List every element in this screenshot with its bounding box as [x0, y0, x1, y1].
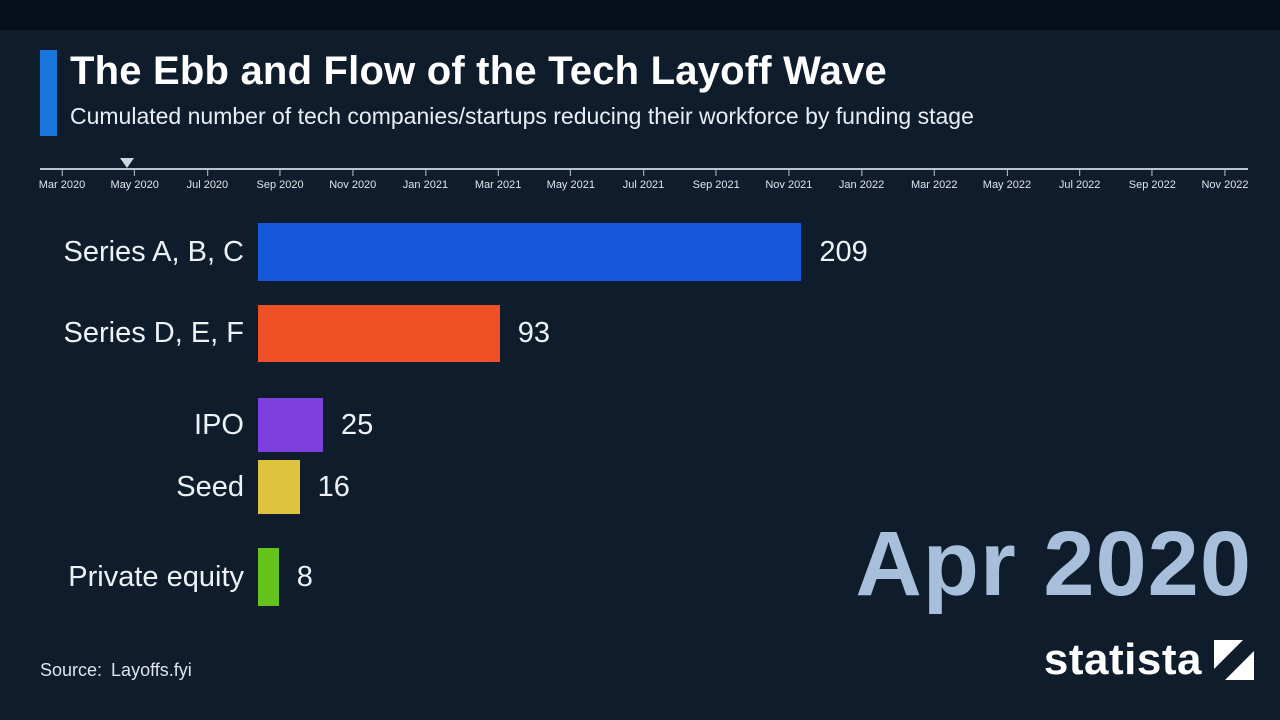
tick-label: Jul 2020: [186, 179, 229, 191]
tick-label: Mar 2021: [474, 179, 522, 191]
timeline-tick: Sep 2020: [257, 170, 304, 191]
tick-label: May 2020: [110, 179, 159, 191]
timeline-ticks: Mar 2020 May 2020 Jul 2020 Sep 2020 Nov 2020…: [39, 168, 1249, 210]
tick-label: Sep 2020: [256, 179, 304, 191]
tick-mark: [1079, 170, 1081, 176]
tick-mark: [570, 170, 572, 176]
timeline-tick: Nov 2021: [765, 170, 812, 191]
source-text: Source: Layoffs.fyi: [40, 660, 192, 681]
timeline-tick: Sep 2022: [1129, 170, 1176, 191]
tick-label: Jan 2022: [838, 179, 885, 191]
tick-label: Sep 2022: [1128, 179, 1176, 191]
timeline-tick: Nov 2020: [329, 170, 376, 191]
timeline-tick: May 2022: [983, 170, 1031, 191]
tick-label: Sep 2021: [692, 179, 740, 191]
tick-mark: [1224, 170, 1226, 176]
bar-value-label: 93: [517, 317, 551, 349]
tick-mark: [1006, 170, 1008, 176]
timeline-axis: Mar 2020 May 2020 Jul 2020 Sep 2020 Nov 2020…: [0, 158, 1280, 210]
tick-label: Jan 2021: [402, 179, 449, 191]
timeline-marker-icon[interactable]: [120, 158, 134, 168]
timeline-tick: Mar 2021: [475, 170, 521, 191]
tick-label: Nov 2020: [329, 179, 377, 191]
timeline-tick: Sep 2021: [693, 170, 740, 191]
tick-mark: [643, 170, 644, 176]
bar-value-label: 16: [317, 470, 350, 503]
tick-mark: [352, 170, 354, 176]
tick-mark: [1151, 170, 1153, 176]
timeline-tick: May 2020: [111, 170, 159, 191]
bar-category-label: Private equity: [68, 560, 244, 593]
bar-row: Seed 16: [0, 460, 350, 514]
bar-row: IPO 25: [0, 398, 373, 452]
bar-category-label: Series D, E, F: [63, 317, 245, 349]
timeline-tick: Jul 2020: [186, 170, 229, 191]
tick-label: Nov 2022: [1201, 179, 1249, 191]
period-label: Apr 2020: [855, 513, 1252, 615]
bar-value-label: 8: [296, 560, 313, 593]
timeline-tick: Nov 2022: [1201, 170, 1249, 191]
timeline-tick: Mar 2020: [39, 170, 85, 191]
chart-title: The Ebb and Flow of the Tech Layoff Wave: [70, 49, 887, 93]
tick-mark: [861, 170, 863, 176]
bar-category-label: Seed: [176, 470, 244, 503]
bar-row: Private equity 8: [0, 548, 313, 606]
statista-logo-icon: [1214, 640, 1254, 680]
timeline-tick: Jan 2022: [839, 170, 884, 191]
tick-mark: [497, 170, 499, 176]
tick-label: Mar 2022: [911, 179, 958, 191]
timeline-tick: Jan 2021: [403, 170, 448, 191]
bar-value-label: 25: [341, 408, 374, 441]
timeline-tick: Mar 2022: [911, 170, 957, 191]
tick-mark: [279, 170, 281, 176]
top-letterbox-band: [0, 0, 1280, 30]
tick-label: May 2021: [546, 179, 595, 191]
tick-label: Jul 2021: [622, 179, 665, 191]
tick-label: May 2022: [982, 179, 1032, 191]
bar-fill: [258, 398, 323, 452]
tick-mark: [206, 170, 208, 176]
bar-category-label: Series A, B, C: [63, 235, 244, 268]
tick-mark: [715, 170, 717, 176]
bar-fill: [258, 460, 300, 514]
source-label: Source:: [40, 660, 103, 680]
tick-label: Mar 2020: [38, 179, 86, 191]
chart-subtitle: Cumulated number of tech companies/start…: [70, 103, 974, 129]
tick-mark: [61, 170, 63, 176]
bar-value-label: 209: [819, 235, 868, 268]
bar-fill: [258, 223, 802, 281]
statista-wordmark: statista: [1043, 635, 1202, 684]
timeline-track: [40, 168, 1248, 170]
tick-label: Jul 2022: [1058, 179, 1101, 191]
statista-logo: statista: [1044, 638, 1254, 682]
bar-fill: [258, 548, 279, 606]
timeline-tick: May 2021: [547, 170, 595, 191]
source-name: Layoffs.fyi: [111, 660, 192, 680]
title-accent-bar: [40, 50, 57, 136]
tick-mark: [424, 170, 426, 176]
tick-mark: [134, 170, 136, 176]
tick-mark: [933, 170, 935, 176]
timeline-tick: Jul 2022: [1058, 170, 1101, 191]
bar-category-label: IPO: [194, 408, 244, 441]
bar-row: Series D, E, F 93: [0, 305, 550, 362]
tick-mark: [788, 170, 790, 176]
timeline-tick: Jul 2021: [622, 170, 665, 191]
bar-fill: [258, 305, 500, 362]
bar-row: Series A, B, C 209: [0, 223, 868, 281]
tick-label: Nov 2021: [765, 179, 813, 191]
chart-header: The Ebb and Flow of the Tech Layoff Wave…: [40, 50, 974, 136]
